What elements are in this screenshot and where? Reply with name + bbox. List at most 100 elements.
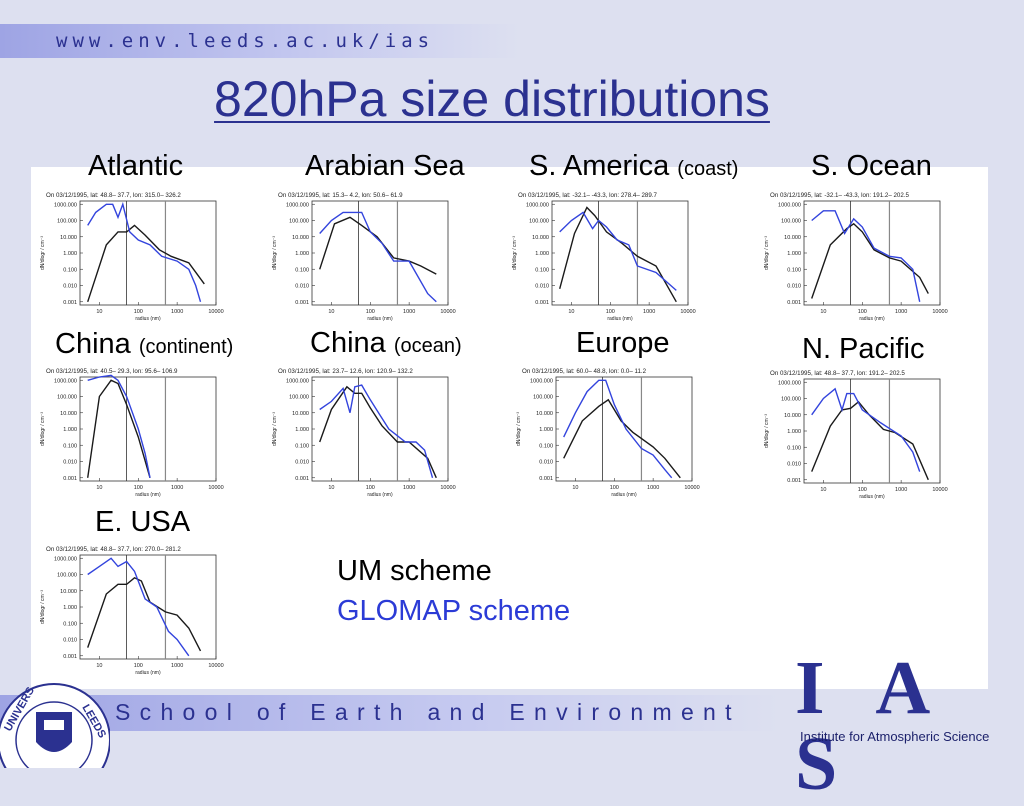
y-tick-label: 1000.000: [286, 378, 309, 384]
plots-panel: [31, 167, 988, 689]
series-line-glomap: [319, 211, 437, 303]
x-tick-label: 1000: [171, 663, 183, 669]
series-line-um: [319, 216, 437, 275]
x-tick-label: 10000: [932, 309, 947, 315]
panel-label-europe: Europe: [576, 327, 670, 359]
series-line-glomap: [563, 379, 673, 479]
x-tick-label: 10: [328, 485, 334, 491]
header-band: [0, 24, 520, 58]
y-tick-label: 0.001: [295, 476, 309, 482]
plot-europe: On 03/12/1995, lat: 60.0– 48.8, lon: 0.0…: [510, 364, 700, 499]
panel-label-atlantic: Atlantic: [88, 150, 184, 182]
x-tick-label: 100: [134, 663, 143, 669]
plot-header: On 03/12/1995, lat: 23.7– 12.6, lon: 120…: [278, 368, 413, 375]
y-tick-label: 0.001: [63, 476, 77, 482]
y-tick-label: 0.001: [535, 300, 549, 306]
series-line-um: [559, 206, 677, 303]
y-tick-label: 0.001: [787, 300, 801, 306]
plot-frame: [311, 376, 449, 482]
series-line-glomap: [87, 201, 202, 302]
x-tick-label: 10000: [208, 663, 223, 669]
x-tick-label: 10: [96, 485, 102, 491]
y-tick-label: 0.100: [63, 267, 77, 273]
x-tick-label: 10: [568, 309, 574, 315]
x-tick-label: 10: [572, 485, 578, 491]
school-name: School of Earth and Environment: [115, 699, 741, 725]
header-url[interactable]: www.env.leeds.ac.uk/ias: [56, 30, 435, 52]
legend-glomap-scheme: GLOMAP scheme: [337, 595, 571, 627]
y-tick-label: 10.000: [60, 589, 77, 595]
y-tick-label: 0.001: [787, 478, 801, 484]
y-tick-label: 0.001: [539, 476, 553, 482]
footer-band: [0, 695, 780, 731]
plot-header: On 03/12/1995, lat: -32.1– -43.3, lon: 1…: [770, 192, 910, 199]
series-line-glomap: [87, 557, 190, 657]
y-tick-label: 0.001: [295, 300, 309, 306]
plot-header: On 03/12/1995, lat: 48.8– 37.7, lon: 270…: [46, 546, 181, 553]
panel-label-s-america: S. America (coast): [529, 150, 739, 182]
y-tick-label: 1000.000: [286, 202, 309, 208]
y-tick-label: 10.000: [292, 235, 309, 241]
y-tick-label: 0.010: [535, 284, 549, 290]
y-tick-label: 1000.000: [54, 202, 77, 208]
series-line-glomap: [811, 387, 921, 472]
x-tick-label: 10000: [440, 309, 455, 315]
x-axis-label: radius (nm): [611, 492, 637, 498]
y-axis-label: dN/dlogr / cm⁻³: [272, 412, 278, 446]
y-tick-label: 100.000: [289, 395, 309, 401]
plot-header: On 03/12/1995, lat: 40.5– 29.3, lon: 95.…: [46, 368, 178, 375]
y-tick-label: 100.000: [57, 573, 77, 579]
x-tick-label: 100: [134, 309, 143, 315]
y-tick-label: 1.000: [295, 251, 309, 257]
x-tick-label: 10: [820, 309, 826, 315]
university-seal-logo: UNIVERS LEEDS: [0, 662, 111, 797]
plot-header: On 03/12/1995, lat: -32.1– -43.3, lon: 2…: [518, 192, 658, 199]
x-tick-label: 100: [366, 309, 375, 315]
y-tick-label: 10.000: [784, 235, 801, 241]
x-tick-label: 1000: [643, 309, 655, 315]
plot-china-ocean: On 03/12/1995, lat: 23.7– 12.6, lon: 120…: [266, 364, 456, 499]
x-tick-label: 10000: [208, 485, 223, 491]
plot-frame: [79, 554, 217, 660]
x-tick-label: 1000: [647, 485, 659, 491]
y-tick-label: 10.000: [292, 411, 309, 417]
y-tick-label: 0.100: [787, 445, 801, 451]
x-axis-label: radius (nm): [135, 492, 161, 498]
x-tick-label: 10: [96, 663, 102, 669]
plot-arabian-sea: On 03/12/1995, lat: 15.3– 4.2, lon: 50.6…: [266, 188, 456, 323]
series-line-um: [811, 400, 929, 481]
panel-label-s-ocean: S. Ocean: [811, 150, 932, 182]
x-axis-label: radius (nm): [135, 316, 161, 322]
y-tick-label: 1000.000: [778, 202, 801, 208]
plot-china-continent: On 03/12/1995, lat: 40.5– 29.3, lon: 95.…: [34, 364, 224, 499]
y-tick-label: 0.100: [295, 443, 309, 449]
y-tick-label: 100.000: [781, 397, 801, 403]
series-line-um: [87, 379, 151, 478]
x-tick-label: 10000: [680, 309, 695, 315]
y-tick-label: 0.010: [63, 460, 77, 466]
x-axis-label: radius (nm): [367, 492, 393, 498]
x-tick-label: 1000: [403, 309, 415, 315]
y-tick-label: 10.000: [60, 235, 77, 241]
panel-label-china-ocean: China (ocean): [310, 327, 462, 359]
plot-header: On 03/12/1995, lat: 48.8– 37.7, lon: 191…: [770, 370, 905, 377]
y-tick-label: 1.000: [539, 427, 553, 433]
x-tick-label: 10: [820, 487, 826, 493]
x-tick-label: 10000: [684, 485, 699, 491]
y-tick-label: 0.001: [63, 654, 77, 660]
x-tick-label: 100: [366, 485, 375, 491]
y-tick-label: 1000.000: [54, 556, 77, 562]
plot-frame: [311, 200, 449, 306]
plot-atlantic: On 03/12/1995, lat: 48.8– 37.7, lon: 315…: [34, 188, 224, 323]
ias-subtitle: Institute for Atmospheric Science: [800, 729, 990, 744]
x-tick-label: 100: [858, 309, 867, 315]
y-tick-label: 1.000: [295, 427, 309, 433]
y-tick-label: 1000.000: [778, 380, 801, 386]
plot-frame: [555, 376, 693, 482]
y-tick-label: 0.010: [63, 638, 77, 644]
y-axis-label: dN/dlogr / cm⁻³: [40, 590, 46, 624]
y-tick-label: 0.100: [535, 267, 549, 273]
panel-label-arabian-sea: Arabian Sea: [305, 150, 465, 182]
series-line-um: [87, 576, 202, 652]
legend-um-scheme: UM scheme: [337, 555, 492, 587]
